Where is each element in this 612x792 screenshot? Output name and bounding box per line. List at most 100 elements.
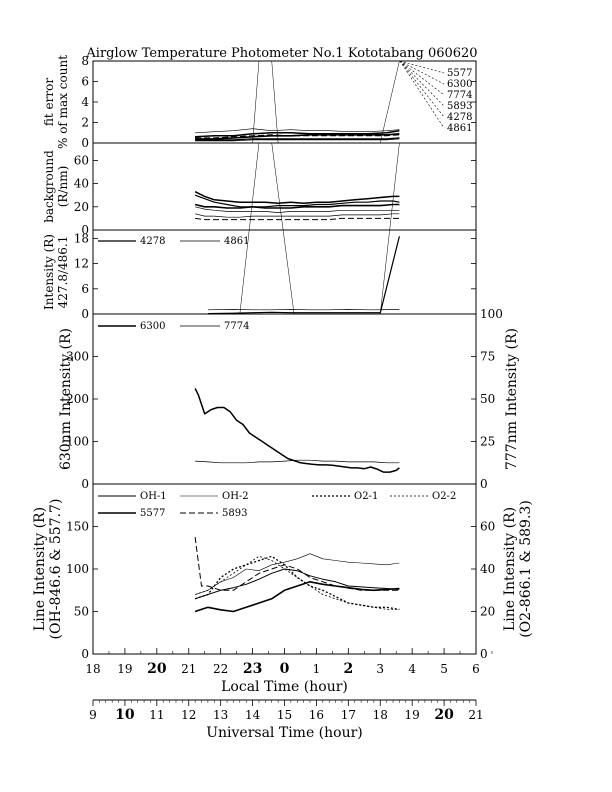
y-tick-label: 6 [81, 282, 89, 296]
y-axis-label-line: Line Intensity (R) [32, 507, 48, 631]
series-5893 [195, 217, 400, 221]
local-time-tick-label: 0 [280, 661, 290, 677]
y-right-tick-label: 50 [480, 392, 495, 406]
y-tick-label: 300 [66, 350, 89, 364]
y-right-tick-label: 20 [480, 605, 495, 619]
y-tick-label: 50 [74, 605, 89, 619]
series-4861 [195, 138, 400, 142]
y-axis-label-right-line: (O2-866.1 & 589.3) [518, 500, 534, 638]
y-tick-label: 100 [66, 435, 89, 449]
universal-time-tick-label: 16 [309, 708, 324, 722]
legend-label-4278: 4278 [140, 236, 165, 247]
panel-frame [92, 60, 477, 144]
legend-leader [399, 60, 445, 107]
y-tick-label: 0 [81, 477, 89, 491]
y-axis-label-right: 777nm Intensity (R) [504, 328, 520, 470]
legend-leader [399, 60, 445, 118]
universal-time-tick-label: 13 [213, 708, 228, 722]
y-tick-label: 40 [74, 177, 89, 191]
connector-line [239, 142, 260, 315]
y-axis-label-right-line: Line Intensity (R) [502, 507, 518, 631]
local-time-axis-label: Local Time (hour) [221, 679, 348, 695]
universal-time-tick-label: 10 [115, 707, 135, 723]
legend-label-O2-2: O2-2 [432, 491, 456, 502]
series-5577 [194, 203, 400, 209]
legend-label-4861: 4861 [224, 236, 249, 247]
legend-label-5577: 5577 [140, 508, 165, 519]
legend-label-O2-1: O2-1 [354, 491, 378, 502]
panel-fit-error: 0 2 4 6 8 fit error% of max count [42, 54, 477, 150]
chart-title: Airglow Temperature Photometer No.1 Koto… [85, 46, 477, 61]
local-time-tick-label: 20 [147, 661, 167, 677]
legend-label-6300: 6300 [447, 79, 472, 90]
series-OH-1 [194, 568, 400, 600]
y-axis-label-text: 630nm Intensity (R) [58, 328, 74, 470]
connector-line [271, 60, 279, 144]
y-tick-label: 18 [74, 231, 89, 245]
series-4278 [195, 137, 400, 141]
series-group [195, 128, 400, 142]
y-tick-label: 200 [66, 392, 89, 406]
universal-time-tick-label: 15 [277, 708, 292, 722]
universal-time-tick-label: 19 [405, 708, 420, 722]
y-tick-label: 0 [81, 223, 89, 237]
local-time-tick-label: 19 [117, 662, 132, 676]
universal-time-tick-label: 17 [341, 708, 356, 722]
y-tick-label: 8 [81, 54, 89, 68]
y-right-tick-label: 60 [480, 520, 495, 534]
y-tick-label: 12 [74, 257, 89, 271]
y-tick-label: 6 [81, 75, 89, 89]
local-time-tick-label: 3 [376, 662, 384, 676]
series-group [194, 191, 400, 221]
series-7774 [195, 206, 400, 213]
local-time-tick-label: 6 [472, 662, 480, 676]
series-6300 [194, 388, 400, 473]
legend-label-7774: 7774 [447, 90, 472, 101]
y-right-tick-label: 0 [480, 477, 488, 491]
legend-label-5577: 5577 [447, 68, 472, 79]
local-time-tick-label: 21 [181, 662, 196, 676]
y-axis-label-right: Line Intensity (R) (O2-866.1 & 589.3) [502, 500, 534, 638]
series-5577 [195, 133, 400, 140]
universal-time-tick-label: 11 [149, 708, 164, 722]
y-tick-label: 100 [66, 562, 89, 576]
y-axis-label: fit error% of max count [42, 55, 70, 149]
panel-intensity-427-486: 0 6 12 18 Intensity (R) 427.8/486.1 [42, 229, 477, 321]
series-7774 [195, 459, 400, 464]
universal-time-tick-label: 20 [434, 707, 454, 723]
y-right-tick-label: 75 [480, 350, 495, 364]
legend-label-5893: 5893 [447, 101, 472, 112]
universal-time-tick-label: 12 [181, 708, 196, 722]
y-axis-label: Line Intensity (R) (OH-846.6 & 557.7) [32, 499, 64, 640]
local-time-tick-label: 5 [440, 662, 448, 676]
y-axis-label-line: background [42, 150, 56, 223]
series-4278 [207, 236, 400, 314]
universal-time-tick-label: 14 [245, 708, 261, 722]
y-tick-label: 0 [81, 647, 89, 661]
series-4861 [195, 213, 400, 218]
local-time-tick-label: 1 [313, 662, 321, 676]
y-tick-label: 4 [81, 95, 89, 109]
local-time-tick-label: 2 [343, 661, 353, 677]
legend-leader [399, 60, 445, 96]
y-axis-label-line: (R/nm) [56, 166, 70, 208]
y-right-tick-label: 25 [480, 435, 495, 449]
y-tick-label: 20 [74, 200, 89, 214]
legend-label-OH-1: OH-1 [140, 491, 167, 502]
series-5577 [194, 580, 400, 613]
y-axis-label: background (R/nm) [42, 150, 70, 223]
y-tick-label: 0 [81, 136, 89, 150]
y-right-tick-label: 100 [480, 307, 503, 321]
y-axis-label-line: fit error [42, 78, 56, 126]
y-tick-label: 2 [81, 116, 89, 130]
panel-frame [92, 142, 477, 231]
series-6300 [194, 191, 400, 205]
universal-time-axis-label: Universal Time (hour) [206, 725, 363, 741]
legend-label-4861: 4861 [447, 123, 472, 134]
y-tick-label: 150 [66, 520, 89, 534]
panel-frame [92, 313, 477, 485]
universal-time-tick-label: 18 [373, 708, 388, 722]
y-tick-label: 60 [74, 153, 89, 167]
